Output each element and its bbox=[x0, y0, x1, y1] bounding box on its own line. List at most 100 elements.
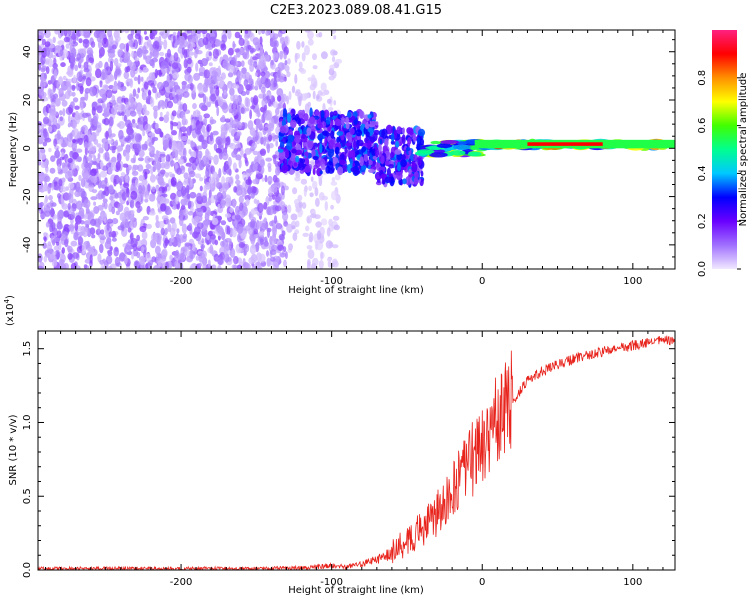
spectrum-blob bbox=[286, 140, 293, 151]
spectrum-blob bbox=[80, 126, 86, 132]
spectrum-blob bbox=[252, 95, 259, 106]
spectrum-blob bbox=[319, 170, 323, 175]
spectrum-blob bbox=[307, 38, 314, 46]
spectrum-blob bbox=[40, 67, 46, 73]
spectrum-blob bbox=[220, 124, 227, 131]
spectrum-blob bbox=[40, 79, 47, 87]
spectrum-blob bbox=[193, 215, 201, 222]
spectrum-blob bbox=[108, 231, 113, 238]
spectrum-blob bbox=[291, 85, 296, 94]
spectrum-blob bbox=[144, 110, 150, 116]
spectrum-blob bbox=[87, 247, 94, 253]
spectrum-blob bbox=[153, 265, 160, 269]
spectrum-blob bbox=[297, 92, 303, 102]
x-tick-label: 0 bbox=[479, 577, 485, 588]
spectrum-blob bbox=[154, 68, 158, 79]
spectrum-blob bbox=[139, 255, 146, 266]
spectrum-blob bbox=[185, 185, 190, 194]
spectrum-blob bbox=[333, 100, 337, 106]
spectrum-blob bbox=[328, 75, 335, 81]
spectrum-blob bbox=[109, 60, 114, 72]
spectrum-blob bbox=[305, 225, 310, 232]
spectrum-blob bbox=[402, 178, 407, 185]
spectrum-blob bbox=[268, 134, 273, 142]
spectrum-blob bbox=[374, 147, 380, 158]
spectrum-blob bbox=[125, 151, 130, 162]
snr-x-label: Height of straight line (km) bbox=[288, 585, 424, 596]
spectrum-blob bbox=[250, 192, 255, 199]
spectrum-blob bbox=[241, 67, 247, 75]
spectrum-blob bbox=[201, 250, 207, 259]
spectrum-blob bbox=[220, 199, 226, 209]
spectrum-blob bbox=[238, 242, 246, 248]
spectrum-blob bbox=[312, 180, 318, 190]
spectrum-blob bbox=[50, 124, 58, 133]
spectrum-blob bbox=[312, 90, 316, 100]
spectrum-blob bbox=[123, 149, 127, 157]
spectrum-blob bbox=[99, 80, 103, 88]
spectrum-blob bbox=[50, 155, 56, 163]
spectrum-blob bbox=[158, 220, 165, 229]
spectrum-blob bbox=[419, 138, 425, 146]
spectrum-blob bbox=[331, 176, 336, 183]
spectrum-blob bbox=[277, 244, 284, 251]
spectrum-blob bbox=[256, 173, 263, 180]
spectrum-blob bbox=[105, 130, 109, 140]
y-tick-label: 20 bbox=[22, 94, 33, 107]
spectrum-blob bbox=[278, 75, 285, 83]
spectrum-blob bbox=[182, 103, 188, 112]
spectrum-blob bbox=[50, 101, 56, 109]
spectrum-blob bbox=[153, 109, 158, 119]
spectrum-blob bbox=[187, 211, 194, 216]
spectrum-blob bbox=[195, 62, 199, 72]
spectrum-blob bbox=[284, 251, 288, 259]
spectrum-blob bbox=[83, 30, 90, 36]
spectrum-blob bbox=[290, 213, 298, 221]
spectrum-blob bbox=[130, 68, 136, 78]
spectrum-blob bbox=[275, 140, 279, 147]
spectrum-blob bbox=[274, 40, 279, 48]
spectrum-blob bbox=[91, 189, 98, 194]
spectrum-blob bbox=[303, 92, 310, 99]
spectrum-blob bbox=[138, 107, 142, 118]
spectrum-blob bbox=[150, 165, 154, 175]
spectrum-blob bbox=[160, 203, 167, 212]
spectrum-blob bbox=[172, 35, 176, 44]
spectrum-blob bbox=[148, 132, 156, 137]
spectrum-blob bbox=[283, 52, 287, 60]
spectrum-blob bbox=[201, 139, 208, 150]
spectrum-blob bbox=[401, 134, 406, 145]
spectrum-blob bbox=[416, 137, 421, 145]
spectrum-blob bbox=[238, 158, 242, 169]
spectrum-blob bbox=[202, 86, 208, 93]
spectrum-blob bbox=[271, 194, 276, 200]
spectrum-blob bbox=[312, 168, 316, 175]
spectrum-blob bbox=[177, 158, 185, 165]
spectrum-blob bbox=[416, 149, 435, 154]
spectrum-blob bbox=[260, 71, 266, 77]
spectrum-blob bbox=[148, 147, 153, 152]
spectrum-blob bbox=[193, 72, 201, 81]
spectrum-blob bbox=[277, 148, 284, 153]
spectrum-blob bbox=[217, 139, 221, 146]
spectrum-blob bbox=[78, 38, 83, 44]
spectrum-blob bbox=[272, 101, 278, 108]
spectrum-blob bbox=[308, 185, 312, 191]
spectrum-blob bbox=[201, 58, 208, 67]
spectrum-blob bbox=[64, 238, 69, 248]
spectrum-blob bbox=[145, 194, 150, 200]
y-tick-label: 0 bbox=[22, 145, 33, 151]
spectrum-blob bbox=[59, 48, 64, 57]
spectrum-blob bbox=[329, 111, 334, 118]
spectrum-blob bbox=[56, 251, 60, 260]
spectrum-blob bbox=[120, 172, 126, 177]
spectrum-blob bbox=[244, 30, 249, 34]
spectrum-blob bbox=[44, 175, 51, 183]
spectrum-blob bbox=[96, 143, 102, 148]
spectrum-blob bbox=[262, 93, 267, 102]
spectrum-blob bbox=[70, 101, 75, 109]
spectrum-blob bbox=[413, 176, 419, 185]
spectrum-blob bbox=[320, 218, 328, 226]
spectrum-blob bbox=[56, 158, 62, 167]
spectrum-blob bbox=[164, 172, 169, 178]
